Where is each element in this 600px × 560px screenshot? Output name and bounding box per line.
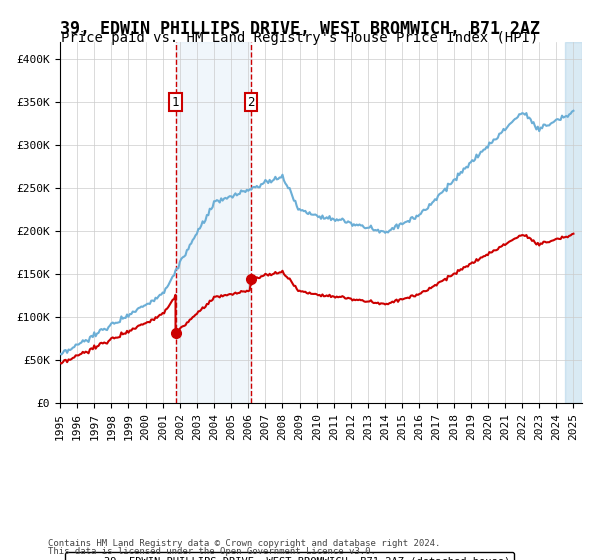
Legend: 39, EDWIN PHILLIPS DRIVE, WEST BROMWICH, B71 2AZ (detached house), HPI: Average : 39, EDWIN PHILLIPS DRIVE, WEST BROMWICH,…: [65, 552, 514, 560]
Text: This data is licensed under the Open Government Licence v3.0.: This data is licensed under the Open Gov…: [48, 548, 376, 557]
Text: Contains HM Land Registry data © Crown copyright and database right 2024.: Contains HM Land Registry data © Crown c…: [48, 539, 440, 548]
Text: 2: 2: [247, 96, 254, 109]
Bar: [176, 42, 251, 403]
Text: Price paid vs. HM Land Registry's House Price Index (HPI): Price paid vs. HM Land Registry's House …: [61, 31, 539, 45]
Text: 39, EDWIN PHILLIPS DRIVE, WEST BROMWICH, B71 2AZ: 39, EDWIN PHILLIPS DRIVE, WEST BROMWICH,…: [60, 20, 540, 38]
Bar: [565, 42, 582, 403]
Text: 1: 1: [172, 96, 179, 109]
